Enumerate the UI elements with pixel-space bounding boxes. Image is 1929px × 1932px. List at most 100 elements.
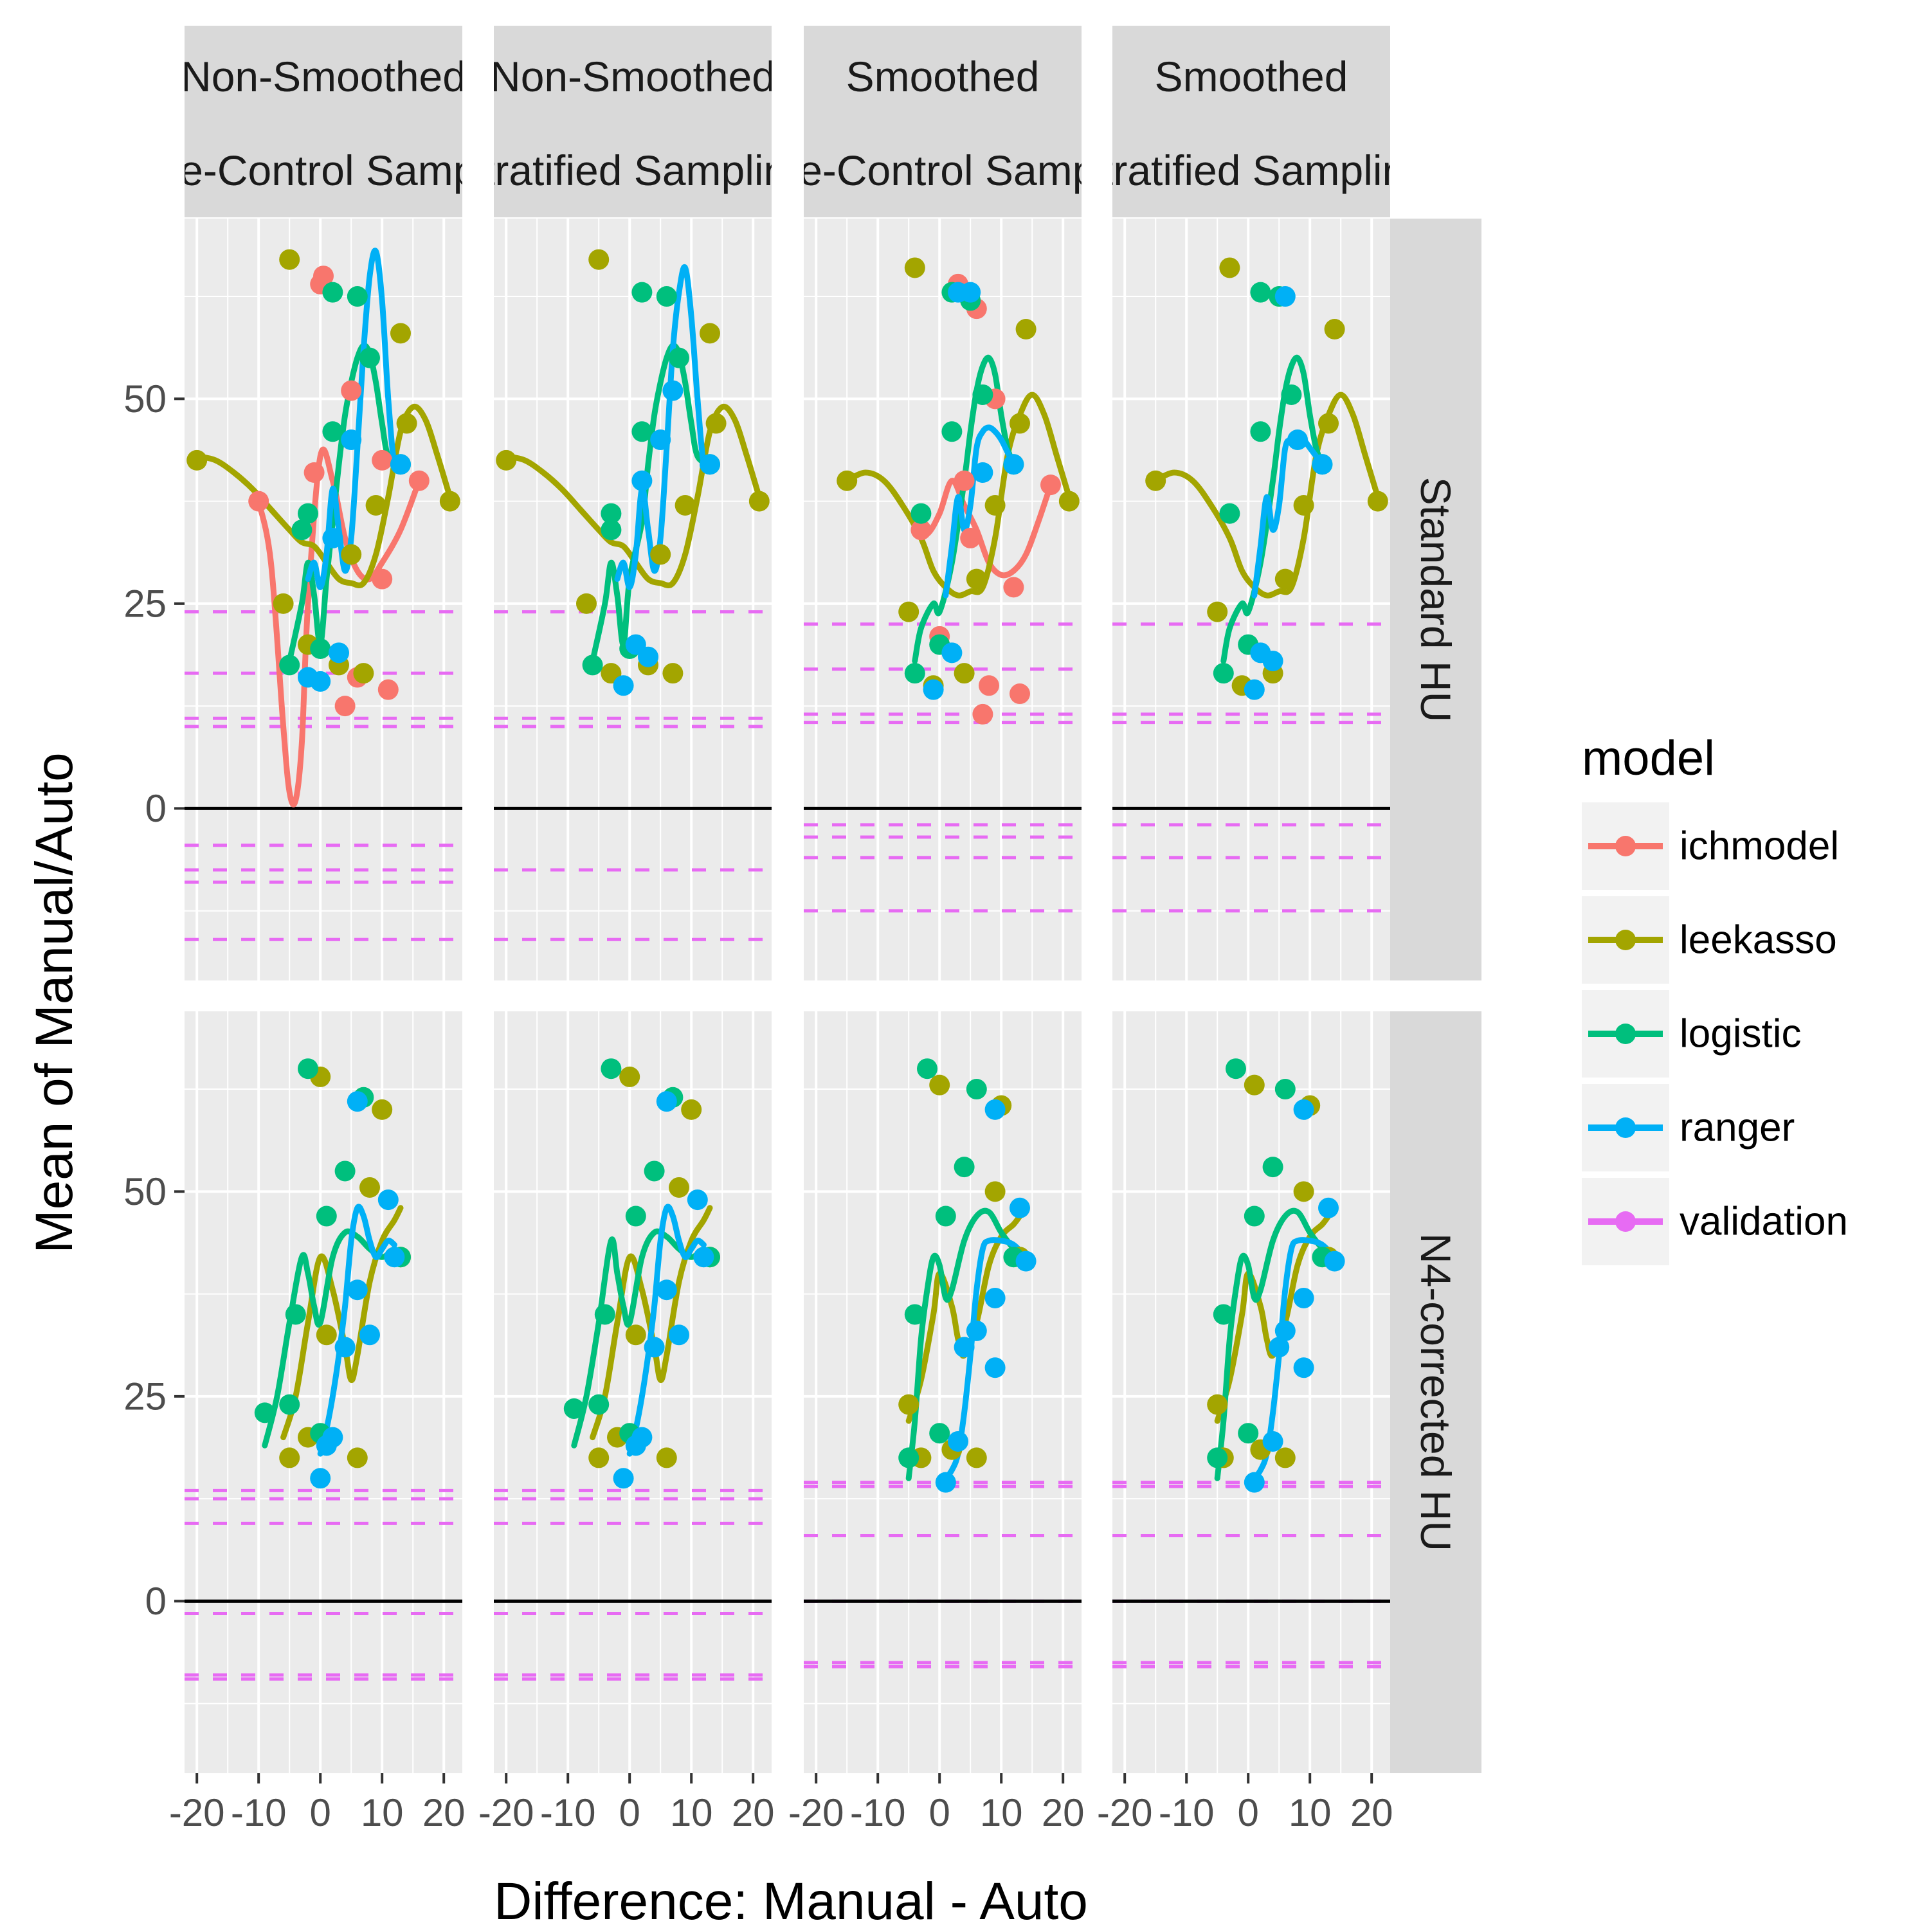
point-ichmodel bbox=[954, 470, 975, 491]
point-ranger bbox=[1274, 1320, 1296, 1341]
panels-layer bbox=[185, 219, 1390, 1773]
point-ranger bbox=[1262, 651, 1283, 672]
smooth-line-leekasso bbox=[503, 404, 763, 589]
point-logistic bbox=[910, 503, 932, 524]
smooth-line-leekasso bbox=[844, 392, 1073, 599]
panel-content bbox=[804, 1058, 1082, 1668]
point-logistic bbox=[935, 1205, 956, 1227]
strip-background bbox=[804, 26, 1082, 217]
strip-label-line1: Non-Smoothed bbox=[181, 53, 466, 100]
point-leekasso bbox=[353, 663, 374, 684]
smooth-line-ichmodel bbox=[912, 478, 1054, 579]
point-leekasso bbox=[1367, 491, 1388, 512]
point-leekasso bbox=[681, 1099, 702, 1120]
x-axis-title: Difference: Manual - Auto bbox=[494, 1872, 1088, 1929]
point-ranger bbox=[334, 1337, 356, 1358]
point-ranger bbox=[347, 1091, 368, 1112]
point-ranger bbox=[941, 642, 963, 664]
panel-background bbox=[804, 1011, 1082, 1773]
point-ranger bbox=[669, 1324, 689, 1346]
x-tick-label: 0 bbox=[929, 1791, 950, 1834]
point-ranger bbox=[1244, 679, 1265, 700]
smooth-line-leekasso bbox=[194, 404, 453, 589]
point-logistic bbox=[322, 421, 343, 442]
point-ichmodel bbox=[372, 568, 393, 590]
point-logistic bbox=[298, 1058, 318, 1079]
point-ichmodel bbox=[313, 266, 334, 287]
point-logistic bbox=[1219, 503, 1240, 524]
point-logistic bbox=[601, 503, 622, 524]
point-ranger bbox=[390, 454, 411, 475]
strip-label-line1: Smoothed bbox=[846, 53, 1040, 100]
point-ranger bbox=[310, 1468, 331, 1489]
point-leekasso bbox=[359, 1177, 380, 1198]
point-ranger bbox=[1244, 1472, 1265, 1493]
point-logistic bbox=[1250, 421, 1271, 442]
point-leekasso bbox=[588, 249, 610, 270]
legend-item-validation: validation bbox=[1582, 1178, 1848, 1265]
column-strip-2: Smoothed Case-Control Sampling bbox=[804, 26, 1082, 217]
strip-label-line2: Stratified Sampling bbox=[1073, 147, 1429, 194]
point-logistic bbox=[904, 663, 925, 684]
point-logistic bbox=[972, 384, 993, 405]
smooth-line-ranger bbox=[614, 264, 713, 590]
point-leekasso bbox=[341, 544, 362, 565]
panel-background bbox=[1112, 1011, 1390, 1773]
point-ranger bbox=[923, 679, 944, 700]
legend-key-point bbox=[1615, 836, 1636, 856]
point-leekasso bbox=[700, 323, 720, 344]
point-ranger bbox=[359, 1324, 380, 1346]
smooth-line-ranger bbox=[317, 1204, 397, 1457]
x-tick-label: -20 bbox=[788, 1791, 844, 1834]
column-strip-1: Non-Smoothed Stratified Sampling bbox=[494, 26, 772, 217]
point-logistic bbox=[588, 1394, 610, 1415]
facet-strips: Non-Smoothed Case-Control SamplingNon-Smo… bbox=[104, 26, 1481, 1773]
x-tick-label: -20 bbox=[478, 1791, 534, 1834]
smooth-line-logistic bbox=[571, 1228, 707, 1449]
x-tick-label: -10 bbox=[540, 1791, 596, 1834]
point-ichmodel bbox=[960, 527, 981, 548]
point-ranger bbox=[1293, 1357, 1314, 1378]
smooth-line-ranger bbox=[305, 248, 404, 590]
smooth-line-logistic bbox=[1214, 1207, 1325, 1481]
point-leekasso bbox=[1318, 413, 1339, 434]
x-tick-label: -10 bbox=[231, 1791, 287, 1834]
gridlines bbox=[494, 219, 772, 980]
point-logistic bbox=[254, 1402, 275, 1423]
point-ranger bbox=[687, 1189, 708, 1211]
point-leekasso bbox=[954, 663, 975, 684]
x-tick-label: 20 bbox=[1350, 1791, 1393, 1834]
point-leekasso bbox=[984, 1181, 1006, 1202]
point-logistic bbox=[601, 1058, 622, 1079]
point-ranger bbox=[644, 1337, 665, 1358]
point-leekasso bbox=[1015, 319, 1037, 340]
point-ranger bbox=[1274, 286, 1296, 307]
panel-0-0 bbox=[185, 219, 462, 980]
point-ranger bbox=[1269, 1337, 1290, 1358]
smooth-line-logistic bbox=[262, 1228, 397, 1449]
legend-label: validation bbox=[1680, 1200, 1848, 1244]
point-ichmodel bbox=[341, 380, 362, 401]
y-tick-label: 25 bbox=[123, 582, 167, 625]
point-ranger bbox=[693, 1247, 714, 1268]
point-ranger bbox=[613, 1468, 634, 1489]
point-leekasso bbox=[390, 323, 411, 344]
point-ranger bbox=[1287, 429, 1308, 451]
legend-key-point bbox=[1615, 930, 1636, 950]
point-logistic bbox=[279, 1394, 300, 1415]
point-leekasso bbox=[496, 449, 517, 471]
strip-label-line2: Case-Control Sampling bbox=[104, 147, 543, 194]
y-tick-label: 0 bbox=[145, 787, 167, 830]
point-leekasso bbox=[186, 449, 208, 471]
point-logistic bbox=[594, 1304, 615, 1325]
x-tick-label: 10 bbox=[361, 1791, 404, 1834]
legend-key-point bbox=[1615, 1211, 1636, 1232]
point-leekasso bbox=[929, 1074, 950, 1096]
legend-item-logistic: logistic bbox=[1582, 990, 1802, 1078]
point-leekasso bbox=[372, 1099, 393, 1120]
point-logistic bbox=[1213, 663, 1234, 684]
legend-label: ranger bbox=[1680, 1106, 1795, 1150]
panel-content bbox=[185, 248, 462, 941]
